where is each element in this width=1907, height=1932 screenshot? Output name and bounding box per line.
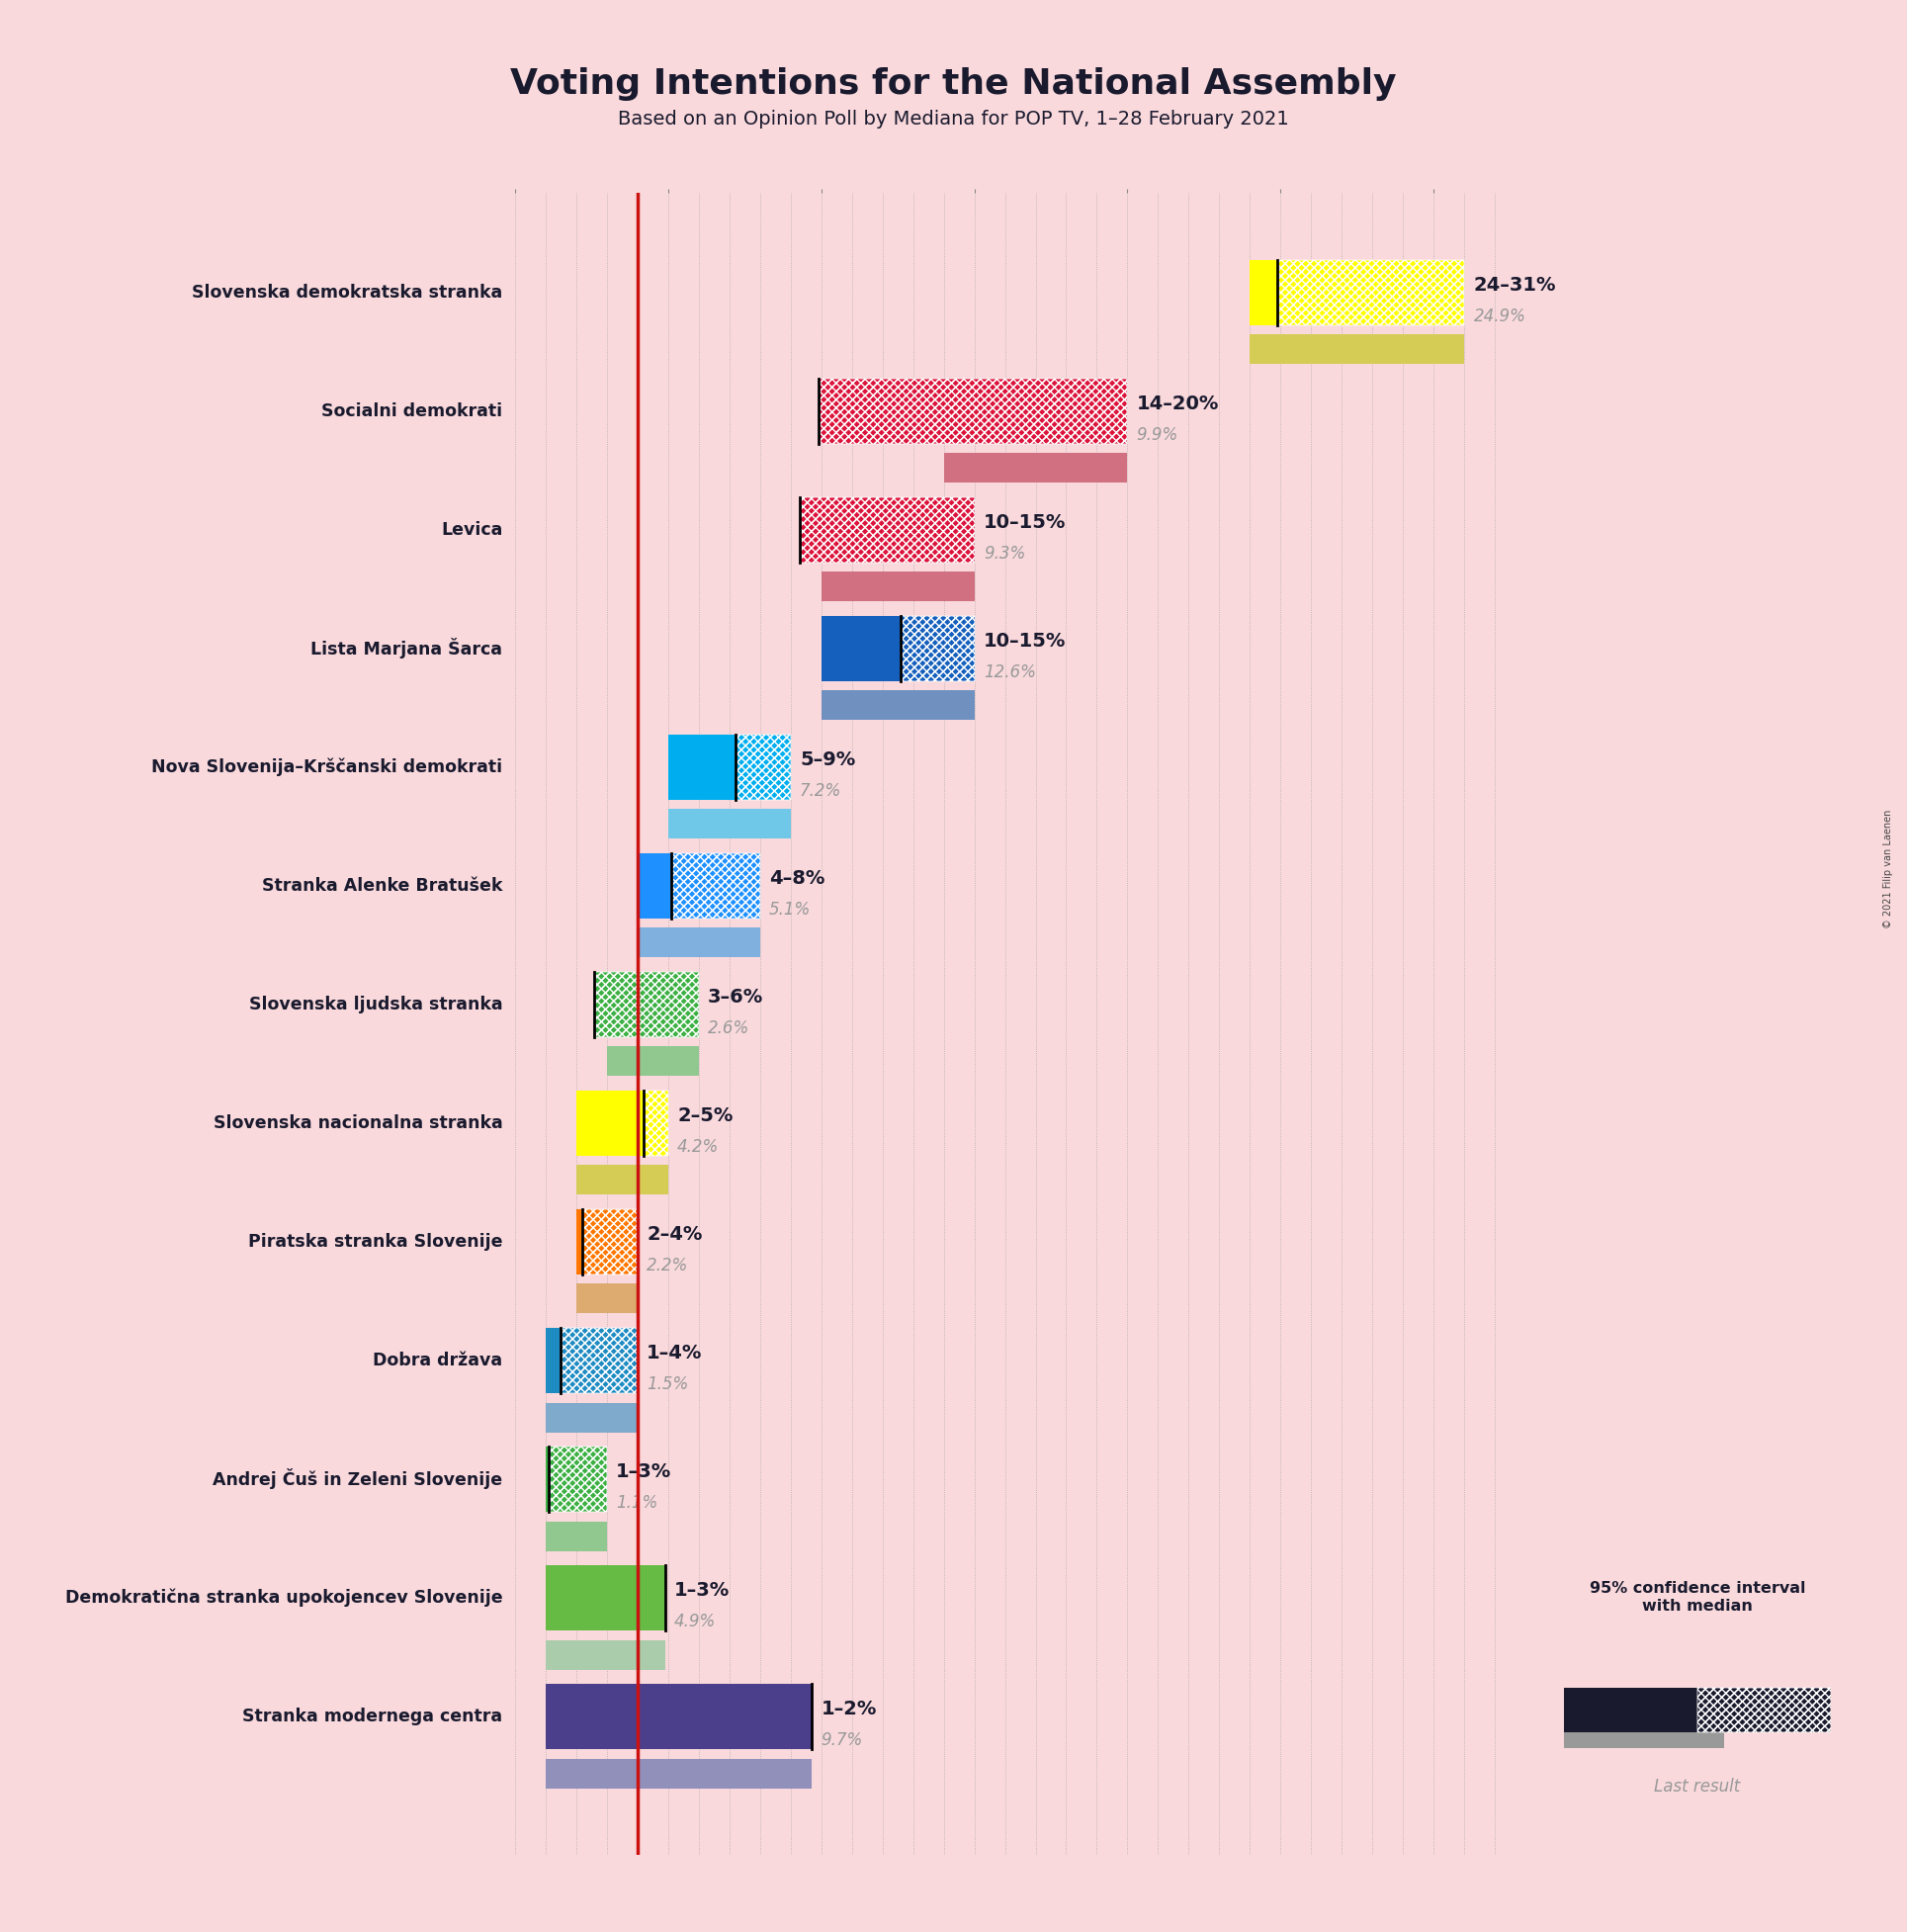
Bar <box>944 454 1127 483</box>
Text: 24–31%: 24–31% <box>1474 276 1556 294</box>
Text: 1–3%: 1–3% <box>675 1580 730 1600</box>
Text: Andrej Čuš in Zeleni Slovenije: Andrej Čuš in Zeleni Slovenije <box>214 1468 503 1490</box>
Bar <box>545 1403 637 1432</box>
Bar <box>545 1520 606 1551</box>
Text: 3–6%: 3–6% <box>707 987 763 1007</box>
Bar <box>736 734 791 800</box>
Bar <box>637 854 671 918</box>
Bar <box>549 1447 606 1511</box>
Text: 1–2%: 1–2% <box>822 1700 877 1719</box>
Bar <box>643 1090 667 1155</box>
Text: 1.5%: 1.5% <box>646 1376 688 1393</box>
Text: 2.6%: 2.6% <box>707 1020 749 1037</box>
Bar <box>595 972 698 1037</box>
Text: 24.9%: 24.9% <box>1474 307 1526 325</box>
Bar <box>1249 259 1278 325</box>
Text: Voting Intentions for the National Assembly: Voting Intentions for the National Assem… <box>511 68 1396 100</box>
Bar <box>545 1447 549 1511</box>
Bar <box>671 854 759 918</box>
Text: Based on an Opinion Poll by Mediana for POP TV, 1–28 February 2021: Based on an Opinion Poll by Mediana for … <box>618 110 1289 129</box>
Text: 2–4%: 2–4% <box>646 1225 702 1244</box>
Text: 2.2%: 2.2% <box>646 1256 688 1275</box>
Bar <box>582 1209 637 1275</box>
Bar <box>545 1685 812 1748</box>
Text: 1.1%: 1.1% <box>616 1493 658 1511</box>
Text: 10–15%: 10–15% <box>984 514 1066 531</box>
Text: 95% confidence interval
with median: 95% confidence interval with median <box>1589 1580 1806 1613</box>
Bar <box>561 1327 637 1393</box>
Text: Slovenska nacionalna stranka: Slovenska nacionalna stranka <box>214 1115 503 1132</box>
Bar <box>545 1640 666 1669</box>
Text: Nova Slovenija–Krščanski demokrati: Nova Slovenija–Krščanski demokrati <box>151 757 503 777</box>
Text: 5–9%: 5–9% <box>799 750 856 769</box>
Bar <box>799 497 974 562</box>
Bar <box>667 810 791 838</box>
Bar <box>545 1327 561 1393</box>
Bar <box>549 1447 606 1511</box>
Bar <box>1278 259 1465 325</box>
Bar <box>822 690 974 721</box>
Text: Socialni demokrati: Socialni demokrati <box>322 402 503 419</box>
Text: 1–4%: 1–4% <box>646 1345 702 1362</box>
Bar <box>582 1209 637 1275</box>
Bar <box>595 972 606 1037</box>
Bar <box>545 1565 666 1631</box>
Bar <box>637 927 759 958</box>
Bar <box>822 616 900 680</box>
Bar <box>1249 334 1465 363</box>
Text: 14–20%: 14–20% <box>1137 394 1219 413</box>
Text: 2–5%: 2–5% <box>677 1107 732 1124</box>
Bar <box>1564 1729 1724 1748</box>
Bar <box>576 1165 667 1194</box>
Bar <box>643 1090 667 1155</box>
Bar <box>576 1285 637 1314</box>
Text: Slovenska ljudska stranka: Slovenska ljudska stranka <box>250 995 503 1012</box>
Text: Lista Marjana Šarca: Lista Marjana Šarca <box>311 638 503 659</box>
Text: 12.6%: 12.6% <box>984 663 1036 680</box>
Bar <box>606 1047 698 1076</box>
Text: Stranka Alenke Bratušek: Stranka Alenke Bratušek <box>261 877 503 895</box>
Bar <box>818 379 1127 444</box>
Bar <box>1697 1689 1831 1733</box>
Bar <box>822 572 974 601</box>
Text: 4.2%: 4.2% <box>677 1138 719 1155</box>
Bar <box>1278 259 1465 325</box>
Text: 4–8%: 4–8% <box>769 869 826 889</box>
Text: 5.1%: 5.1% <box>769 900 810 918</box>
Bar <box>799 497 974 562</box>
Bar <box>1697 1689 1831 1733</box>
Text: 4.9%: 4.9% <box>675 1613 715 1631</box>
Text: 9.9%: 9.9% <box>1137 425 1179 444</box>
Bar <box>799 497 822 562</box>
Bar <box>561 1327 637 1393</box>
Bar <box>900 616 974 680</box>
Bar <box>818 379 944 444</box>
Bar <box>736 734 791 800</box>
Bar <box>545 1758 812 1789</box>
Text: Piratska stranka Slovenije: Piratska stranka Slovenije <box>248 1233 503 1250</box>
Bar <box>576 1209 582 1275</box>
Bar <box>818 379 1127 444</box>
Bar <box>671 854 759 918</box>
Text: Last result: Last result <box>1653 1777 1741 1795</box>
Text: 9.3%: 9.3% <box>984 545 1026 562</box>
Bar <box>667 734 736 800</box>
Bar <box>595 972 698 1037</box>
Text: © 2021 Filip van Laenen: © 2021 Filip van Laenen <box>1884 810 1894 929</box>
Text: Levica: Levica <box>441 522 503 539</box>
Text: 7.2%: 7.2% <box>799 782 841 800</box>
Bar <box>900 616 974 680</box>
Bar <box>576 1090 643 1155</box>
Text: 9.7%: 9.7% <box>822 1731 864 1748</box>
Text: Slovenska demokratska stranka: Slovenska demokratska stranka <box>193 284 503 301</box>
Bar <box>1564 1689 1697 1733</box>
Text: 10–15%: 10–15% <box>984 632 1066 651</box>
Text: Demokratična stranka upokojencev Slovenije: Demokratična stranka upokojencev Sloveni… <box>65 1588 503 1607</box>
Text: Dobra država: Dobra država <box>374 1352 503 1370</box>
Text: Stranka modernega centra: Stranka modernega centra <box>242 1708 503 1725</box>
Text: 1–3%: 1–3% <box>616 1463 671 1482</box>
